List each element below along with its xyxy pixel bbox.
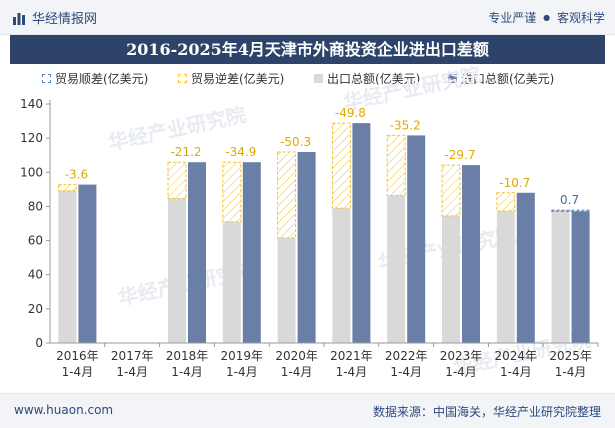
bar-export: [168, 198, 186, 343]
bar-import: [242, 162, 261, 343]
bars: -3.6 -21.2 -34.9 -50.3 -49.8 -35.2 -29.7 -10.7 0…: [57, 106, 591, 344]
brand[interactable]: 华经情报网: [12, 8, 97, 27]
legend-export-swatch: [314, 74, 323, 83]
legend-deficit: 贸易逆差(亿美元): [178, 70, 284, 87]
x-tick-label-period: 1-4月: [500, 365, 532, 379]
data-label-balance: -34.9: [225, 145, 256, 159]
x-tick-label-year: 2018年: [166, 349, 209, 363]
data-label-balance: -21.2: [170, 145, 201, 159]
x-tick-label-year: 2025年: [549, 349, 592, 363]
bar-deficit: [167, 161, 187, 199]
bar-surplus: [551, 209, 591, 212]
x-tick-label-period: 1-4月: [336, 365, 368, 379]
footer-site[interactable]: www.huaon.com: [14, 403, 114, 417]
bar-export: [58, 190, 77, 343]
data-label-balance: -10.7: [499, 176, 530, 190]
x-tick-label-period: 1-4月: [281, 365, 313, 379]
legend-deficit-swatch: [178, 74, 187, 83]
slogan-left: 专业严谨: [488, 11, 537, 25]
legend-deficit-label: 贸易逆差(亿美元): [191, 72, 285, 86]
x-tick-label-year: 2016年: [56, 349, 99, 363]
y-tick-label: 120: [20, 131, 43, 145]
brand-name: 华经情报网: [32, 12, 98, 27]
bar-chart-icon: [13, 13, 25, 25]
legend-export: 出口总额(亿美元): [314, 70, 420, 87]
x-tick-label-period: 1-4月: [62, 365, 94, 379]
y-tick-label: 20: [28, 302, 43, 316]
bar-export: [387, 195, 406, 343]
bar-import: [516, 192, 535, 343]
y-tick-label: 100: [20, 165, 43, 179]
legend-export-label: 出口总额(亿美元): [327, 72, 421, 86]
x-tick-label-year: 2020年: [275, 349, 318, 363]
legend-import: 进口总额(亿美元): [448, 70, 554, 87]
data-label-balance: -49.8: [335, 106, 366, 120]
legend-surplus-swatch: [42, 74, 51, 83]
bar-deficit: [222, 161, 242, 223]
legend-surplus: 贸易顺差(亿美元): [42, 70, 148, 87]
bar-deficit: [441, 164, 461, 217]
footer-source: 数据来源：中国海关，华经产业研究院整理: [372, 405, 601, 419]
x-tick-label-year: 2023年: [440, 349, 483, 363]
y-axis: 0 20 40 60 80 100 120 140: [20, 97, 51, 350]
legend-import-swatch: [448, 74, 457, 83]
y-tick-label: 40: [28, 268, 43, 282]
x-tick-label-year: 2022年: [385, 349, 428, 363]
legend-surplus-label: 贸易顺差(亿美元): [55, 72, 149, 86]
y-tick-label: 140: [20, 97, 43, 111]
x-tick-label-year: 2021年: [330, 349, 373, 363]
bar-import: [571, 211, 590, 343]
data-label-balance: -3.6: [65, 168, 88, 182]
bar-import: [188, 162, 206, 343]
legend-import-label: 进口总额(亿美元): [461, 72, 555, 86]
slogan: 专业严谨 ● 客观科学: [488, 9, 605, 26]
x-tick-label-period: 1-4月: [116, 365, 148, 379]
chart-title: 2016-2025年4月天津市外商投资企业进出口差额: [10, 35, 605, 64]
chart-legend: 贸易顺差(亿美元) 贸易逆差(亿美元) 出口总额(亿美元) 进口总额(亿美元): [0, 70, 615, 90]
bar-import: [407, 135, 426, 343]
bar-export: [277, 237, 296, 343]
y-tick-label: 0: [35, 336, 43, 350]
bar-deficit: [496, 192, 516, 212]
bar-export: [496, 211, 515, 343]
x-tick-label-period: 1-4月: [226, 365, 258, 379]
x-tick-label-period: 1-4月: [171, 365, 203, 379]
x-tick-label-period: 1-4月: [555, 365, 587, 379]
y-tick-label: 60: [28, 234, 43, 248]
bar-export: [332, 208, 351, 343]
bar-deficit: [386, 134, 406, 197]
bar-import: [297, 151, 316, 343]
data-label-balance: -50.3: [280, 135, 311, 149]
bar-import: [462, 165, 480, 343]
x-tick-label-year: 2017年: [111, 349, 154, 363]
x-tick-label-year: 2019年: [221, 349, 264, 363]
bar-import: [352, 123, 371, 344]
bar-deficit: [277, 151, 297, 239]
y-tick-label: 80: [28, 199, 43, 213]
data-label-balance: 0.7: [560, 193, 579, 207]
slogan-separator: ●: [543, 13, 551, 22]
top-banner: 华经情报网 专业严谨 ● 客观科学: [0, 0, 615, 35]
bar-export: [222, 221, 241, 343]
x-tick-label-period: 1-4月: [390, 365, 422, 379]
bar-deficit: [57, 184, 77, 192]
footer: www.huaon.com 数据来源：中国海关，华经产业研究院整理: [0, 393, 615, 428]
bar-export: [442, 215, 460, 343]
x-tick-label-year: 2024年: [495, 349, 538, 363]
bar-export: [551, 210, 570, 343]
x-tick-label-period: 1-4月: [445, 365, 477, 379]
data-label-balance: -29.7: [444, 148, 475, 162]
bar-deficit: [331, 122, 351, 209]
x-axis: 2016年 1-4月 2017年 1-4月 2018年 1-4月 2019年 1-4月 2020…: [50, 342, 599, 379]
data-label-balance: -35.2: [390, 118, 421, 132]
slogan-right: 客观科学: [556, 11, 605, 25]
bar-import: [78, 184, 97, 343]
